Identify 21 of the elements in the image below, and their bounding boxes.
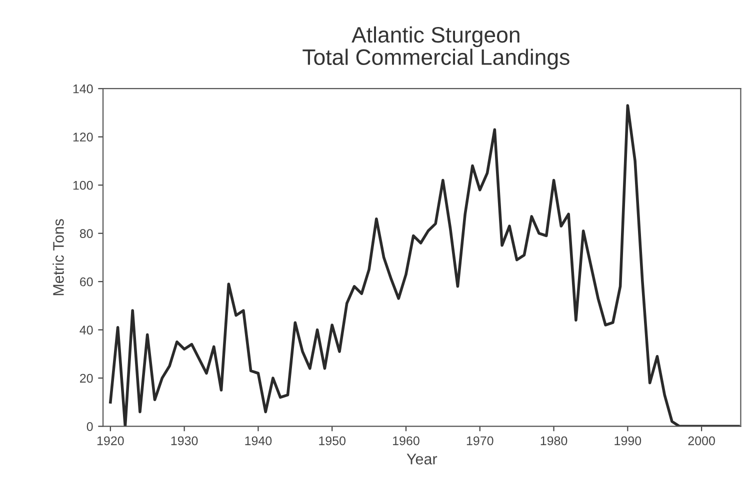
y-axis-title: Metric Tons xyxy=(52,219,64,296)
x-axis-title: Year xyxy=(406,454,438,464)
y-tick-label: 60 xyxy=(80,277,93,286)
chart-title: Atlantic Sturgeon Total Commercial Landings xyxy=(302,26,570,70)
x-tick-label: 1950 xyxy=(319,436,346,446)
y-tick-label: 120 xyxy=(73,132,93,142)
y-tick-label: 0 xyxy=(86,422,93,431)
x-tick-label: 1940 xyxy=(245,436,272,446)
y-tick-label: 20 xyxy=(80,374,93,383)
x-tick-label: 1990 xyxy=(614,436,642,446)
x-tick-label: 1930 xyxy=(171,436,198,446)
x-tick-label: 1960 xyxy=(393,436,420,446)
y-tick-label: 40 xyxy=(80,326,93,334)
line-series xyxy=(109,104,740,426)
x-tick-label: 1920 xyxy=(97,436,124,446)
x-tick-label: 1970 xyxy=(466,436,494,446)
x-tick-label: 1980 xyxy=(540,436,568,446)
x-tick-label: 2000 xyxy=(688,436,715,446)
y-tick-label: 140 xyxy=(73,84,93,94)
y-tick-label: 80 xyxy=(80,229,93,238)
y-tick-label: 100 xyxy=(73,180,93,190)
